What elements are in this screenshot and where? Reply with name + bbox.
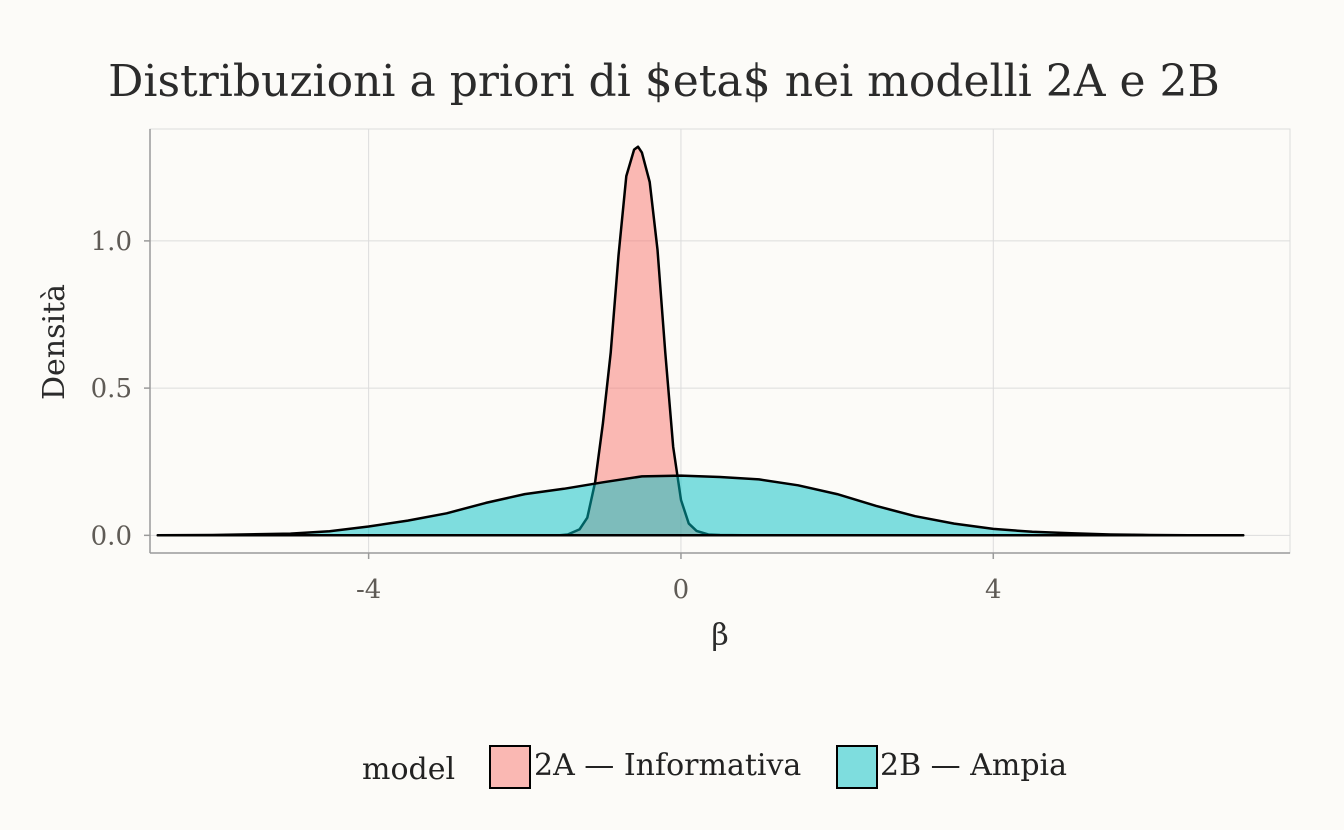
x-tick-label: 0 [673, 575, 690, 605]
x-axis-title: β [711, 618, 728, 653]
legend-label-2A: 2A — Informativa [534, 748, 801, 783]
legend-key-2B [836, 745, 878, 789]
y-tick-label: 0.0 [91, 521, 132, 551]
density-area-2B [156, 474, 1245, 537]
y-tick-label: 1.0 [91, 227, 132, 257]
chart-title: Distribuzioni a priori di $eta$ nei mode… [108, 56, 1220, 107]
density-areas [156, 145, 1245, 537]
x-tick-label: 4 [985, 575, 1002, 605]
y-axis-title: Densità [37, 284, 72, 400]
y-tick-label: 0.5 [91, 374, 132, 404]
axes: -4 0 4 0.0 0.5 1.0 [91, 129, 1290, 605]
legend: model 2A — Informativa 2B — Ampia [362, 745, 1067, 789]
legend-title: model [362, 752, 455, 787]
legend-key-2A [489, 745, 531, 789]
x-tick-label: -4 [356, 575, 381, 605]
legend-label-2B: 2B — Ampia [880, 748, 1067, 783]
